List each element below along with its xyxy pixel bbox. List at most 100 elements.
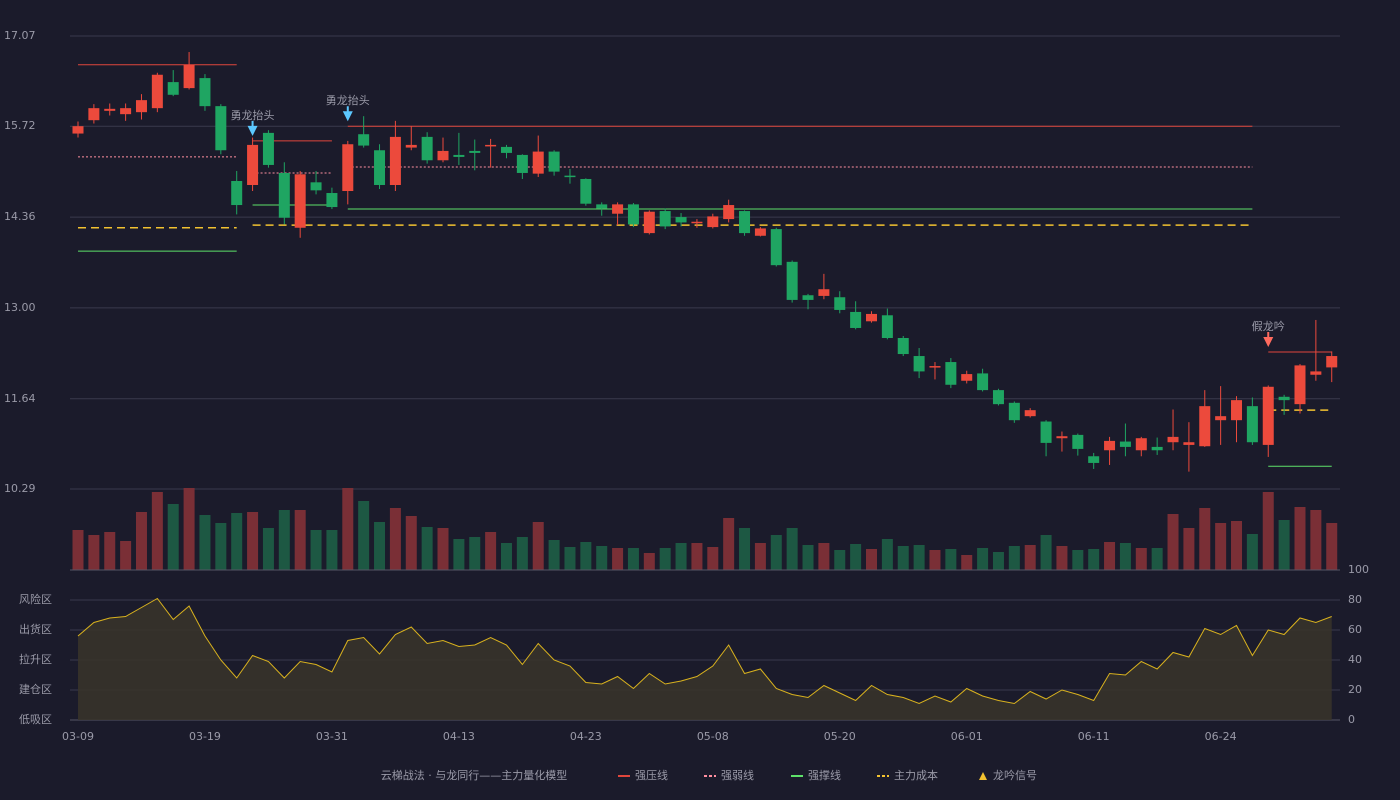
volume-bar <box>913 545 925 570</box>
x-tick-label: 03-09 <box>62 730 94 743</box>
y2-tick-label: 20 <box>1348 683 1362 696</box>
candle-body <box>516 154 528 173</box>
candle-body <box>342 144 354 192</box>
volume-bar <box>1024 545 1036 570</box>
volume-bar <box>1072 550 1084 570</box>
volume-bar <box>516 537 528 570</box>
y2-tick-label: 100 <box>1348 563 1369 576</box>
candle-body <box>247 144 259 185</box>
candle-body <box>1024 410 1036 417</box>
volume-bar <box>135 512 147 570</box>
volume-bar <box>199 515 211 570</box>
volume-bar <box>151 492 163 570</box>
candle-body <box>929 366 941 368</box>
volume-bar <box>564 547 576 570</box>
volume-bar <box>977 548 989 570</box>
candle-body <box>1040 421 1052 443</box>
y-tick-label: 14.36 <box>4 210 36 223</box>
volume-bar <box>643 553 655 570</box>
candle-body <box>1310 371 1322 375</box>
candle-body <box>1104 440 1116 451</box>
volume-bar <box>961 555 973 570</box>
candle-body <box>945 362 957 385</box>
volume-bar <box>1326 523 1338 570</box>
zone-label: 建仓区 <box>19 682 52 696</box>
candle-body <box>1056 436 1068 439</box>
zone-label: 风险区 <box>19 592 52 606</box>
volume-bar <box>1215 523 1227 570</box>
volume-bar <box>421 527 433 570</box>
legend-label: 强压线 <box>635 768 668 782</box>
candle-body <box>278 172 290 218</box>
volume-bar <box>437 528 449 570</box>
volume-bar <box>1135 548 1147 570</box>
x-tick-label: 03-19 <box>189 730 221 743</box>
volume-bar <box>342 488 354 570</box>
candle-body <box>1246 406 1258 443</box>
volume-bar <box>120 541 132 570</box>
x-tick-label: 03-31 <box>316 730 348 743</box>
candle-body <box>1262 386 1274 445</box>
volume-bar <box>405 516 417 570</box>
volume-bar <box>485 532 497 570</box>
zone-label: 拉升区 <box>19 652 52 666</box>
legend-label: 龙吟信号 <box>993 768 1037 782</box>
volume-bar <box>770 535 782 570</box>
candle-body <box>500 146 512 153</box>
candle-body <box>961 374 973 381</box>
x-tick-label: 05-08 <box>697 730 729 743</box>
volume-bar <box>548 540 560 570</box>
volume-bar <box>294 510 306 570</box>
candle-body <box>850 311 862 328</box>
legend-label: 强弱线 <box>721 768 754 782</box>
volume-bar <box>1056 546 1068 570</box>
candle-body <box>389 136 401 185</box>
candle-body <box>548 151 560 172</box>
volume-bar <box>627 548 639 570</box>
legend-label: 主力成本 <box>894 768 938 782</box>
candle-body <box>802 295 814 300</box>
y-tick-label: 17.07 <box>4 29 36 42</box>
volume-bar <box>1088 549 1100 570</box>
volume-bar <box>231 513 243 570</box>
candle-body <box>818 289 830 296</box>
volume-bar <box>1294 507 1306 570</box>
candle-body <box>770 229 782 266</box>
zone-label: 出货区 <box>19 622 52 636</box>
candle-body <box>580 178 592 204</box>
candle-body <box>135 100 147 113</box>
candle-body <box>1072 434 1084 449</box>
candle-body <box>1294 365 1306 405</box>
volume-bar <box>247 512 259 570</box>
candle-body <box>786 261 798 300</box>
volume-bar <box>659 548 671 570</box>
oscillator-area <box>78 598 1332 720</box>
volume-bar <box>453 539 465 570</box>
x-tick-label: 06-01 <box>951 730 983 743</box>
candle-body <box>977 373 989 391</box>
candle-body <box>992 390 1004 405</box>
x-tick-label: 06-24 <box>1205 730 1237 743</box>
volume-bar <box>612 548 624 570</box>
volume-bar <box>1262 492 1274 570</box>
volume-bar <box>866 549 877 570</box>
candle-body <box>643 211 655 234</box>
volume-bar <box>262 528 274 570</box>
volume-bar <box>802 545 814 570</box>
candle-body <box>1119 441 1131 447</box>
legend-title: 云梯战法 · 与龙同行——主力量化模型 <box>381 768 568 782</box>
volume-bar <box>183 488 195 570</box>
volume-bar <box>1151 548 1163 570</box>
volume-bar <box>739 528 751 570</box>
candle-body <box>151 74 163 109</box>
legend-swatch <box>979 772 987 780</box>
candle-body <box>231 180 243 206</box>
candle-body <box>1183 442 1195 445</box>
volume-bar <box>1310 510 1322 570</box>
candle-body <box>183 64 195 89</box>
zone-label: 低吸区 <box>19 713 52 726</box>
candle-body <box>1278 396 1290 401</box>
signal-label: 勇龙抬头 <box>326 93 370 107</box>
